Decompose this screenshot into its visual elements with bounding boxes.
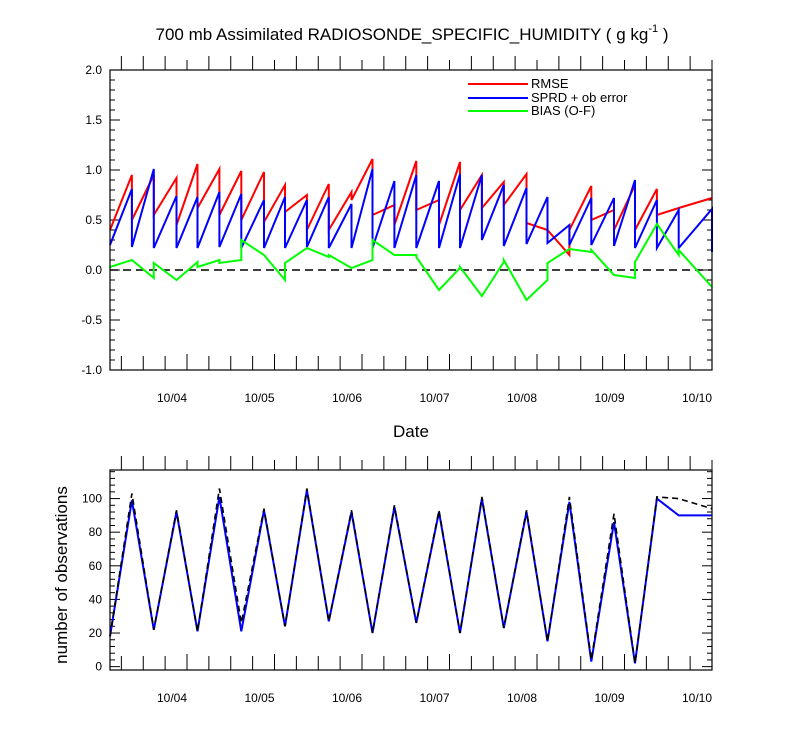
series-line-bias-o-f — [109, 222, 713, 302]
y-tick-label: 1.5 — [85, 113, 102, 127]
y-tick-label: -1.0 — [81, 363, 102, 377]
bottom-chart-ticks — [110, 456, 713, 670]
y-tick-label: 1.0 — [85, 163, 102, 177]
bottom-chart-series — [109, 488, 713, 664]
top-chart-legend: RMSE SPRD + ob error BIAS (O-F) — [468, 76, 628, 118]
y-tick-label: -0.5 — [81, 313, 102, 327]
x-tick-label: 10/08 — [507, 691, 537, 705]
series-line-sprd-ob-error — [109, 168, 713, 252]
y-tick-label: 0 — [95, 660, 102, 674]
series-line-possible — [109, 488, 713, 664]
bottom-chart-tick-labels: 0 20 40 60 80 100 10/04 10/05 10/06 10/07 10/08 10/… — [82, 492, 712, 705]
x-tick-label: 10/05 — [244, 391, 274, 405]
legend-label-sprd: SPRD + ob error — [531, 90, 628, 105]
top-chart-xlabel: Date — [393, 422, 429, 441]
x-tick-label: 10/04 — [157, 391, 187, 405]
bottom-chart-ylabel: number of observations — [52, 486, 71, 664]
top-chart-frame — [109, 69, 713, 371]
x-tick-label: 10/10 — [682, 691, 712, 705]
y-tick-label: 20 — [89, 626, 103, 640]
top-chart-tick-labels: -1.0 -0.5 0.0 0.5 1.0 1.5 2.0 10/04 10/05 10/06 10… — [81, 63, 712, 405]
x-tick-label: 10/10 — [682, 391, 712, 405]
top-chart-title-end: ) — [658, 25, 668, 44]
x-tick-label: 10/09 — [594, 691, 624, 705]
y-tick-label: 0.5 — [85, 213, 102, 227]
legend-label-rmse: RMSE — [531, 76, 569, 91]
y-tick-label: 80 — [89, 525, 103, 539]
top-chart: -1.0 -0.5 0.0 0.5 1.0 1.5 2.0 10/04 10/05 10/06 10… — [81, 56, 713, 405]
y-tick-label: 60 — [89, 559, 103, 573]
x-tick-label: 10/05 — [244, 691, 274, 705]
x-tick-label: 10/07 — [419, 391, 449, 405]
x-tick-label: 10/09 — [594, 391, 624, 405]
x-tick-label: 10/08 — [507, 391, 537, 405]
top-chart-title: 700 mb Assimilated RADIOSONDE_SPECIFIC_H… — [156, 23, 669, 44]
top-chart-series — [109, 158, 713, 302]
y-tick-label: 100 — [82, 492, 102, 506]
bottom-chart: 0 20 40 60 80 100 10/04 10/05 10/06 10/07 10/08 10/… — [82, 456, 713, 705]
x-tick-label: 10/04 — [157, 691, 187, 705]
bottom-chart-frame — [109, 469, 713, 671]
y-tick-label: 2.0 — [85, 63, 102, 77]
series-line-assimilated — [109, 490, 712, 664]
y-tick-label: 40 — [89, 592, 103, 606]
legend-label-bias: BIAS (O-F) — [531, 103, 595, 118]
x-tick-label: 10/07 — [419, 691, 449, 705]
x-tick-label: 10/06 — [332, 391, 362, 405]
y-tick-label: 0.0 — [85, 263, 102, 277]
top-chart-title-superscript: -1 — [648, 23, 658, 35]
x-tick-label: 10/06 — [332, 691, 362, 705]
